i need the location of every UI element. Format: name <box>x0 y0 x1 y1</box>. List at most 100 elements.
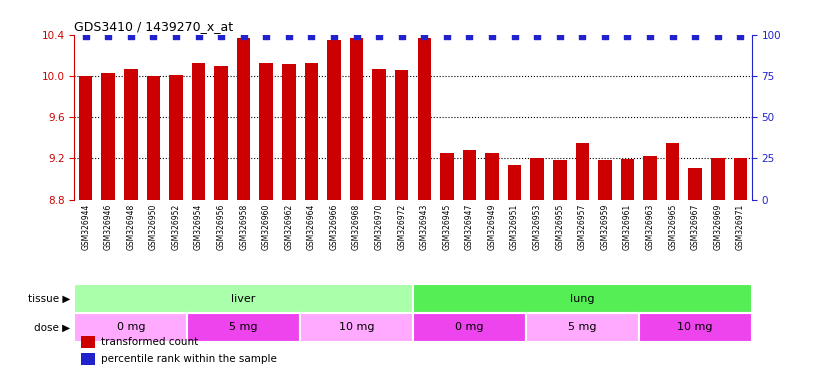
Text: percentile rank within the sample: percentile rank within the sample <box>102 354 278 364</box>
Point <box>124 33 137 39</box>
Bar <box>417 38 431 200</box>
Bar <box>413 284 752 313</box>
Bar <box>530 159 544 200</box>
Bar <box>733 159 748 200</box>
Bar <box>688 168 702 200</box>
Bar <box>553 161 567 200</box>
Bar <box>74 284 413 313</box>
Bar <box>188 313 300 342</box>
Text: GSM326957: GSM326957 <box>578 204 586 250</box>
Text: GSM326955: GSM326955 <box>555 204 564 250</box>
Text: liver: liver <box>231 293 256 304</box>
Text: GSM326949: GSM326949 <box>487 204 496 250</box>
Bar <box>373 69 386 200</box>
Bar <box>485 153 499 200</box>
Point <box>621 33 634 39</box>
Bar <box>282 65 296 200</box>
Point <box>508 33 521 39</box>
Point <box>395 33 408 39</box>
Point <box>463 33 476 39</box>
Point <box>576 33 589 39</box>
Text: GSM326964: GSM326964 <box>307 204 316 250</box>
Point <box>215 33 228 39</box>
Point <box>192 33 205 39</box>
Point <box>666 33 679 39</box>
Text: 10 mg: 10 mg <box>677 322 713 333</box>
Bar <box>349 38 363 200</box>
Text: GSM326958: GSM326958 <box>240 204 248 250</box>
Point <box>259 33 273 39</box>
Text: GSM326961: GSM326961 <box>623 204 632 250</box>
Bar <box>711 159 724 200</box>
Text: 0 mg: 0 mg <box>116 322 145 333</box>
Text: GSM326950: GSM326950 <box>149 204 158 250</box>
Point <box>530 33 544 39</box>
Text: GSM326947: GSM326947 <box>465 204 474 250</box>
Text: GSM326971: GSM326971 <box>736 204 745 250</box>
Point <box>598 33 611 39</box>
Point <box>79 33 93 39</box>
Bar <box>78 76 93 200</box>
Bar <box>666 143 680 200</box>
Text: GSM326959: GSM326959 <box>601 204 610 250</box>
Bar <box>81 353 95 365</box>
Point <box>553 33 567 39</box>
Point <box>486 33 499 39</box>
Bar <box>237 38 250 200</box>
Text: GSM326967: GSM326967 <box>691 204 700 250</box>
Point <box>169 33 183 39</box>
Bar <box>620 159 634 200</box>
Bar <box>81 336 95 348</box>
Text: GSM326963: GSM326963 <box>646 204 654 250</box>
Bar <box>214 66 228 200</box>
Text: GSM326956: GSM326956 <box>216 204 225 250</box>
Point <box>102 33 115 39</box>
Bar <box>102 73 115 200</box>
Text: tissue ▶: tissue ▶ <box>28 293 70 304</box>
Bar <box>146 76 160 200</box>
Bar <box>74 313 188 342</box>
Text: GSM326946: GSM326946 <box>104 204 112 250</box>
Text: lung: lung <box>570 293 595 304</box>
Bar <box>643 156 657 200</box>
Bar <box>300 313 413 342</box>
Text: GSM326945: GSM326945 <box>443 204 451 250</box>
Text: 0 mg: 0 mg <box>455 322 484 333</box>
Text: GSM326969: GSM326969 <box>714 204 722 250</box>
Text: transformed count: transformed count <box>102 337 199 347</box>
Text: 10 mg: 10 mg <box>339 322 374 333</box>
Bar <box>576 143 589 200</box>
Point <box>282 33 296 39</box>
Point <box>440 33 453 39</box>
Point <box>327 33 340 39</box>
Point <box>711 33 724 39</box>
Bar <box>327 40 341 200</box>
Bar <box>440 153 453 200</box>
Text: dose ▶: dose ▶ <box>34 322 70 333</box>
Text: GSM326966: GSM326966 <box>330 204 339 250</box>
Bar <box>305 63 318 200</box>
Text: GSM326948: GSM326948 <box>126 204 135 250</box>
Point <box>418 33 431 39</box>
Point <box>147 33 160 39</box>
Bar <box>169 75 183 200</box>
Bar <box>192 63 206 200</box>
Text: GSM326944: GSM326944 <box>81 204 90 250</box>
Text: GSM326951: GSM326951 <box>510 204 519 250</box>
Point <box>237 33 250 39</box>
Point <box>733 33 747 39</box>
Text: 5 mg: 5 mg <box>230 322 258 333</box>
Bar <box>463 150 477 200</box>
Text: GSM326960: GSM326960 <box>262 204 271 250</box>
Point <box>689 33 702 39</box>
Bar <box>413 313 526 342</box>
Bar <box>638 313 752 342</box>
Text: GSM326965: GSM326965 <box>668 204 677 250</box>
Bar <box>526 313 638 342</box>
Bar <box>124 69 138 200</box>
Bar <box>508 165 521 200</box>
Point <box>373 33 386 39</box>
Bar <box>259 63 273 200</box>
Text: GSM326962: GSM326962 <box>284 204 293 250</box>
Text: GSM326972: GSM326972 <box>397 204 406 250</box>
